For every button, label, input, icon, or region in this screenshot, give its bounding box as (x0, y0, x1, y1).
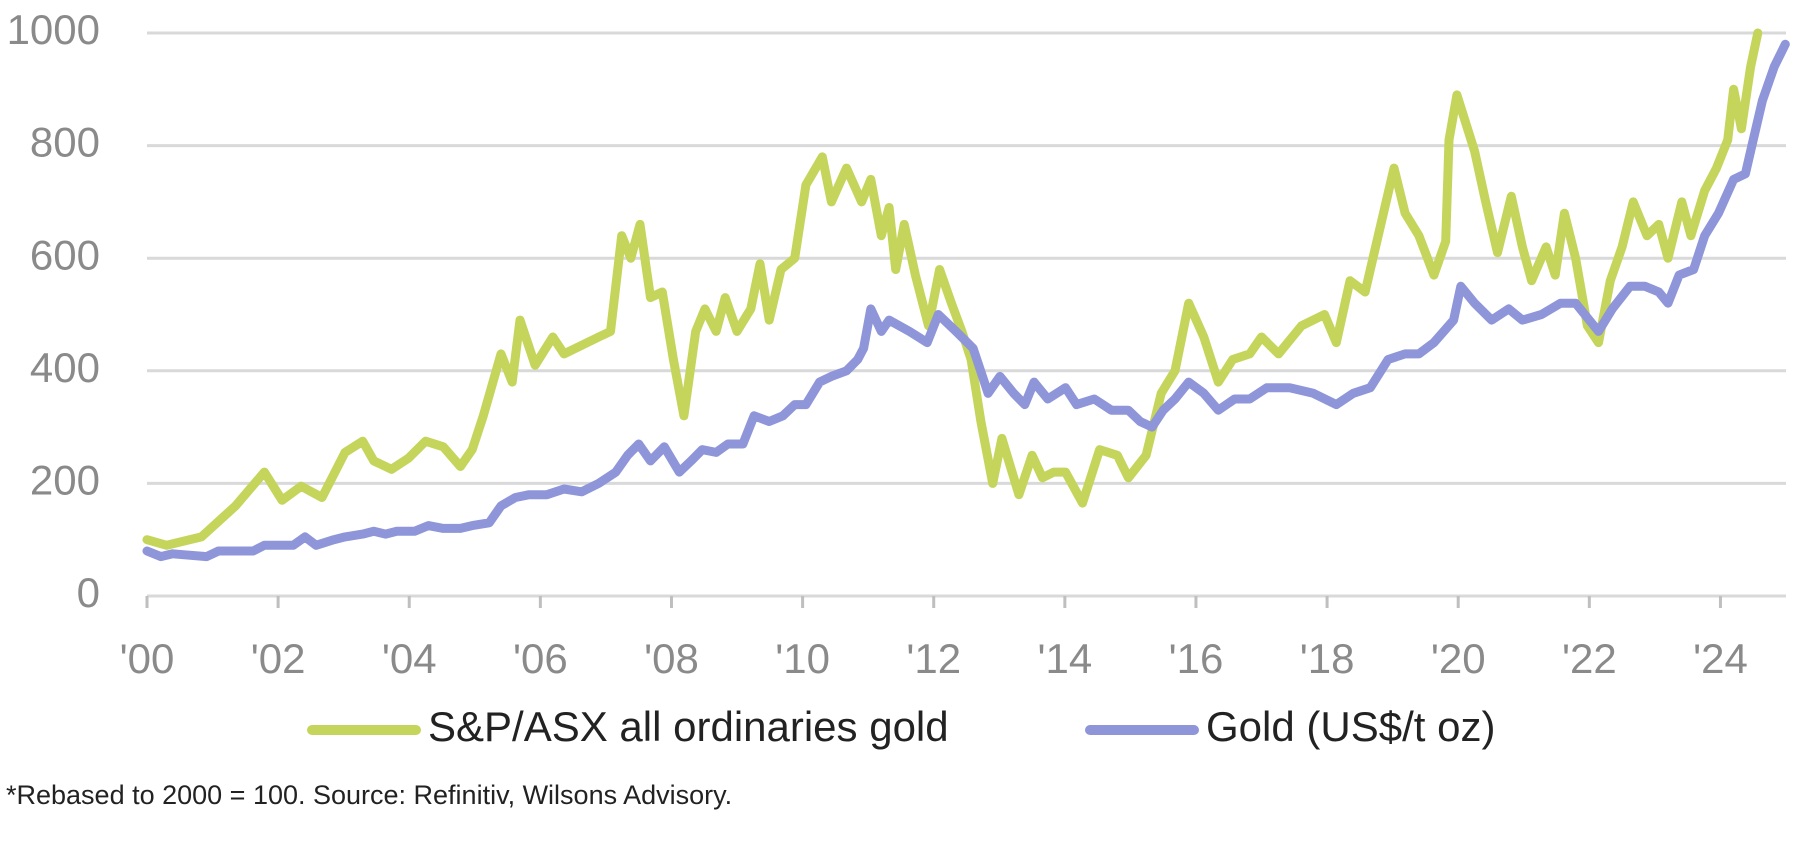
x-tick-label: '20 (1431, 635, 1486, 682)
x-tick-label: '24 (1693, 635, 1748, 682)
series-line (142, 39, 1790, 562)
x-tick-label: '10 (775, 635, 830, 682)
y-tick-label: 0 (77, 569, 100, 616)
x-tick-label: '06 (513, 635, 568, 682)
legend-label: Gold (US$/t oz) (1206, 703, 1495, 750)
y-tick-label: 400 (30, 344, 100, 391)
x-tick-label: '04 (382, 635, 437, 682)
legend-label: S&P/ASX all ordinaries gold (428, 703, 949, 750)
y-tick-label: 600 (30, 231, 100, 278)
x-tick-label: '12 (906, 635, 961, 682)
y-tick-label: 1000 (7, 6, 100, 53)
footnote: *Rebased to 2000 = 100. Source: Refiniti… (6, 780, 732, 810)
x-tick-label: '08 (644, 635, 699, 682)
y-tick-label: 800 (30, 119, 100, 166)
x-tick-label: '18 (1300, 635, 1355, 682)
x-tick-label: '16 (1169, 635, 1224, 682)
y-tick-label: 200 (30, 456, 100, 503)
x-tick-label: '02 (251, 635, 306, 682)
x-tick-label: '22 (1562, 635, 1617, 682)
x-tick-label: '14 (1037, 635, 1092, 682)
series-line (142, 28, 1763, 550)
x-tick-label: '00 (120, 635, 175, 682)
